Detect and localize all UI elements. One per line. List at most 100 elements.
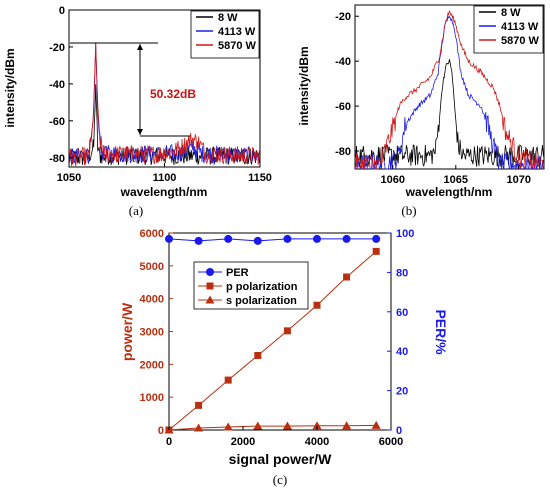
c-left-y-tick-label: 6000 bbox=[140, 228, 164, 240]
c-left-y-tick-label: 0 bbox=[158, 425, 164, 437]
b-x-tick-label: 1070 bbox=[507, 174, 531, 186]
a-legend-label: 5870 W bbox=[218, 40, 257, 52]
b-series-5870-w bbox=[354, 9, 544, 170]
panel-a-caption: (a) bbox=[129, 203, 143, 218]
b-x-tick-label: 1065 bbox=[444, 174, 468, 186]
c-right-y-tick-label: 100 bbox=[396, 228, 414, 240]
b-y-tick-label: -20 bbox=[335, 11, 351, 23]
c-point-s-polarization bbox=[194, 423, 204, 432]
panel-a-x-ticks: 1050 1100 1150 bbox=[57, 163, 272, 184]
c-point-s-polarization bbox=[282, 421, 292, 430]
panel-c-left-y-ticks: 0 1000 2000 3000 4000 5000 6000 bbox=[140, 228, 173, 437]
c-point-p-polarization bbox=[224, 376, 232, 384]
panel-a-y-ticks: 0 -20 -40 -60 -80 bbox=[49, 5, 73, 165]
c-legend-label: p polarization bbox=[226, 281, 298, 293]
b-legend-label: 8 W bbox=[501, 7, 521, 19]
c-x-tick-label: 4000 bbox=[305, 436, 329, 448]
panel-c-left-y-label: power/W bbox=[119, 302, 135, 361]
c-legend-marker bbox=[205, 295, 215, 304]
c-right-y-tick-label: 20 bbox=[396, 386, 408, 398]
panel-c-x-label: signal power/W bbox=[229, 451, 332, 467]
c-point-per bbox=[165, 234, 173, 243]
panel-c-series bbox=[164, 234, 381, 434]
panel-b-y-label: intensity/dBm bbox=[297, 46, 311, 125]
panel-b: 1060 1065 1070 -20-40-60-80 wavelength/nm … bbox=[297, 4, 545, 218]
c-point-p-polarization bbox=[254, 351, 262, 359]
panel-c: 0 2000 4000 6000 0100020003000400050006000 … bbox=[119, 228, 449, 487]
a-legend-label: 8 W bbox=[218, 12, 238, 24]
b-legend-label: 4113 W bbox=[501, 21, 539, 33]
panel-b-x-ticks: 1060 1065 1070 bbox=[381, 165, 531, 186]
c-point-per bbox=[342, 234, 351, 243]
c-point-per bbox=[224, 234, 233, 243]
panel-b-legend: 8 W 4113 W 5870 W bbox=[473, 5, 544, 54]
a-series-8-w bbox=[68, 84, 260, 166]
c-series-line-p-polarization bbox=[168, 251, 377, 431]
panel-c-right-y-ticks: 0 20 40 60 80 100 bbox=[387, 228, 414, 437]
a-y-tick-label: -20 bbox=[49, 42, 65, 54]
panel-a-annotation-label: 50.32dB bbox=[150, 87, 196, 101]
c-left-y-tick-label: 2000 bbox=[140, 359, 164, 371]
c-point-per bbox=[313, 234, 321, 243]
c-point-p-polarization bbox=[343, 273, 351, 281]
c-left-y-tick-label: 1000 bbox=[140, 392, 164, 404]
b-y-tick-label: -60 bbox=[335, 101, 351, 113]
c-legend-marker bbox=[206, 282, 214, 290]
a-y-tick-label: -40 bbox=[49, 79, 65, 91]
c-left-y-tick-label: 4000 bbox=[140, 294, 164, 306]
b-series-4113-w bbox=[354, 15, 545, 171]
c-x-tick-label: 0 bbox=[166, 436, 172, 448]
c-point-per bbox=[283, 234, 292, 243]
c-legend-marker bbox=[206, 268, 214, 276]
panel-c-legend: PER p polarization s polarization bbox=[193, 261, 309, 310]
b-legend-label: 5870 W bbox=[501, 35, 540, 47]
c-point-per bbox=[194, 236, 203, 245]
c-x-tick-label: 2000 bbox=[231, 436, 255, 448]
panel-a-series bbox=[68, 42, 260, 167]
c-right-y-tick-label: 40 bbox=[396, 346, 408, 358]
c-left-y-tick-label: 3000 bbox=[140, 327, 164, 339]
a-x-tick-label: 1150 bbox=[248, 172, 272, 184]
panel-b-caption: (b) bbox=[401, 203, 416, 218]
panel-c-right-y-label: PER/% bbox=[433, 309, 449, 355]
a-series-5870-w bbox=[68, 42, 260, 167]
c-legend-label: s polarization bbox=[226, 295, 297, 307]
b-y-tick-label: -40 bbox=[335, 56, 351, 68]
panel-b-x-label: wavelength/nm bbox=[405, 185, 493, 199]
a-y-tick-label: -80 bbox=[49, 153, 65, 165]
c-point-per bbox=[372, 234, 381, 243]
c-right-y-tick-label: 0 bbox=[396, 425, 402, 437]
c-point-p-polarization bbox=[195, 401, 203, 409]
c-point-p-polarization bbox=[372, 247, 380, 255]
a-y-tick-label: 0 bbox=[59, 5, 65, 17]
c-point-p-polarization bbox=[313, 301, 321, 309]
panel-b-series bbox=[354, 9, 545, 171]
c-point-s-polarization bbox=[253, 421, 263, 430]
c-left-y-tick-label: 5000 bbox=[140, 261, 164, 273]
c-point-p-polarization bbox=[283, 327, 291, 335]
panel-b-y-ticks: -20 -40 -60 -80 bbox=[335, 11, 359, 158]
panel-c-caption: (c) bbox=[273, 472, 287, 487]
c-series-line-per bbox=[168, 238, 377, 242]
panel-c-x-ticks: 0 2000 4000 6000 bbox=[166, 426, 403, 448]
a-legend-label: 4113 W bbox=[218, 26, 256, 38]
panel-a-y-label: intensity/dBm bbox=[3, 48, 17, 127]
c-right-y-tick-label: 80 bbox=[396, 267, 408, 279]
a-x-tick-label: 1100 bbox=[153, 172, 177, 184]
a-x-tick-label: 1050 bbox=[57, 172, 81, 184]
b-y-tick-label: -80 bbox=[335, 146, 351, 158]
panel-a-x-label: wavelength/nm bbox=[120, 185, 208, 199]
b-x-tick-label: 1060 bbox=[381, 174, 405, 186]
panel-a-legend: 8 W 4113 W 5870 W bbox=[190, 10, 260, 59]
c-point-s-polarization bbox=[312, 421, 322, 430]
c-point-s-polarization bbox=[342, 421, 352, 430]
c-series-line-s-polarization bbox=[168, 424, 377, 431]
a-y-tick-label: -60 bbox=[49, 116, 65, 128]
c-right-y-tick-label: 60 bbox=[396, 307, 408, 319]
c-point-per bbox=[253, 236, 262, 245]
panel-a-annotation-bracket bbox=[70, 42, 190, 137]
c-point-s-polarization bbox=[371, 420, 381, 429]
c-x-tick-label: 6000 bbox=[379, 436, 403, 448]
c-legend-label: PER bbox=[226, 267, 249, 279]
